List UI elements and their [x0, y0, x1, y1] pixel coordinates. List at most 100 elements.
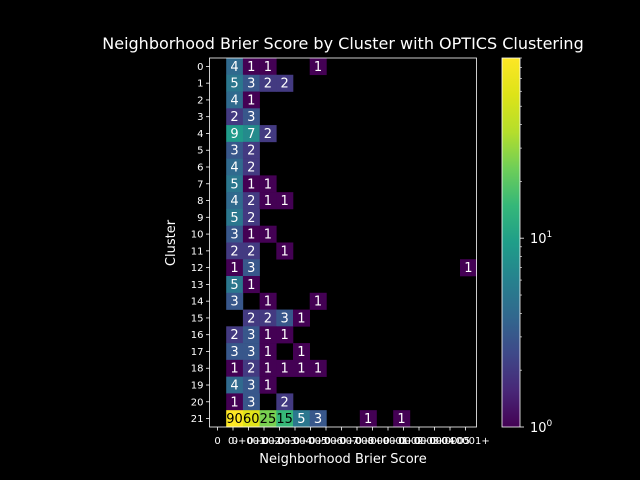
heatmap-cell [226, 125, 244, 143]
heatmap-cell [242, 175, 260, 193]
y-tick-label: 11 [191, 246, 204, 257]
cell-value-label: 1 [230, 362, 238, 377]
heatmap-cell [226, 108, 244, 126]
cell-value-label: 1 [281, 244, 289, 259]
x-tick-label: 0+008 [340, 436, 374, 447]
y-tick-label: 15 [191, 313, 204, 324]
heatmap-cell [259, 359, 277, 377]
cell-value-label: 15 [276, 412, 293, 427]
cell-value-label: 1 [230, 395, 238, 410]
heatmap-cell [242, 359, 260, 377]
cell-value-label: 2 [247, 362, 255, 377]
colorbar-ticks: 100 101 [520, 57, 553, 436]
cell-value-label: 3 [247, 345, 255, 360]
heatmap-cell [259, 192, 277, 210]
cell-value-label: 1 [264, 379, 272, 394]
cell-value-label: 1 [297, 311, 305, 326]
colorbar-tick-label: 101 [530, 230, 552, 247]
cell-value-label: 1 [264, 228, 272, 243]
heatmap-cell [259, 326, 277, 344]
heatmap-cell [242, 326, 260, 344]
heatmap-cells [226, 58, 477, 428]
cell-value-label: 3 [230, 228, 238, 243]
y-tick-label: 9 [197, 213, 203, 224]
y-tick-label: 17 [191, 347, 204, 358]
heatmap-cell [460, 259, 477, 277]
y-tick-label: 18 [191, 364, 204, 375]
cell-value-label: 1 [297, 345, 305, 360]
y-tick-label: 20 [191, 397, 204, 408]
y-tick-label: 6 [197, 163, 203, 174]
cell-value-label: 1 [264, 194, 272, 209]
x-tick-label: 0+0002 [383, 436, 423, 447]
cell-value-label: 3 [247, 395, 255, 410]
heatmap-cell [242, 393, 260, 411]
cell-value-label: 1 [314, 295, 322, 310]
cell-value-label: 2 [230, 244, 238, 259]
y-tick-label: 0 [197, 62, 203, 73]
heatmap-cell [242, 410, 260, 428]
cell-value-label: 2 [247, 144, 255, 159]
cell-value-label: 2 [230, 110, 238, 125]
cell-value-label: 2 [230, 328, 238, 343]
y-tick-label: 8 [197, 196, 203, 207]
heatmap-cell [242, 74, 260, 92]
heatmap-cell [226, 158, 244, 176]
cell-value-label: 1 [281, 194, 289, 209]
cell-value-label: 2 [281, 395, 289, 410]
cell-value-label: 1 [264, 362, 272, 377]
plot-frame [209, 57, 477, 428]
heatmap-cell [226, 74, 244, 92]
heatmap-cell [309, 410, 327, 428]
x-tick-label: 0+0005 [430, 436, 470, 447]
y-tick-label: 10 [191, 230, 204, 241]
heatmap-cell [259, 309, 277, 327]
heatmap-cell [226, 276, 244, 294]
heatmap-cell [242, 208, 260, 226]
heatmap-cell [242, 91, 260, 109]
y-tick-label: 5 [197, 146, 203, 157]
cell-value-label: 9 [230, 127, 238, 142]
cell-value-label: 1 [264, 60, 272, 75]
y-tick-label: 14 [191, 297, 204, 308]
heatmap-cell [242, 242, 260, 260]
heatmap-cell [242, 125, 260, 143]
cell-value-label: 2 [247, 211, 255, 226]
cell-value-label: 1 [247, 177, 255, 192]
x-tick-label: 0+009 [356, 436, 390, 447]
x-tick-label: 0+0004 [414, 436, 454, 447]
cell-value-label: 1 [230, 261, 238, 276]
colorbar-gradient [501, 57, 521, 428]
heatmap-cell [276, 309, 294, 327]
cell-value-label: 3 [230, 295, 238, 310]
cell-labels: 4 1 1 15 3 2 24 12 39 7 23 24 25 1 14 2 1 15 23 1 12 2 11 3 15 13… [226, 60, 472, 427]
heatmap-cell [242, 192, 260, 210]
heatmap-cell [242, 108, 260, 126]
x-tick-label: 0+004 [278, 436, 312, 447]
y-tick-label: 13 [191, 280, 204, 291]
heatmap-cell [259, 292, 277, 310]
heatmap-cell [242, 225, 260, 243]
heatmap-cell [242, 343, 260, 361]
cell-value-label: 25 [260, 412, 277, 427]
heatmap-cell [276, 74, 294, 92]
cell-value-label: 7 [247, 127, 255, 142]
x-tick-label: 0- [228, 436, 238, 447]
heatmap-cell [226, 326, 244, 344]
heatmap-cell [242, 141, 260, 159]
y-tick-label: 16 [191, 330, 204, 341]
cell-value-label: 2 [264, 311, 272, 326]
cell-value-label: 5 [230, 177, 238, 192]
heatmap-cell [226, 393, 244, 411]
heatmap-cell [259, 58, 277, 76]
heatmap-cell [226, 359, 244, 377]
heatmap-cell [259, 225, 277, 243]
cell-value-label: 1 [397, 412, 405, 427]
y-tick-label: 4 [197, 129, 203, 140]
cell-value-label: 1 [314, 362, 322, 377]
cell-value-label: 1 [314, 60, 322, 75]
cell-value-label: 5 [297, 412, 305, 427]
heatmap-cell [226, 259, 244, 277]
heatmap-cell [226, 225, 244, 243]
